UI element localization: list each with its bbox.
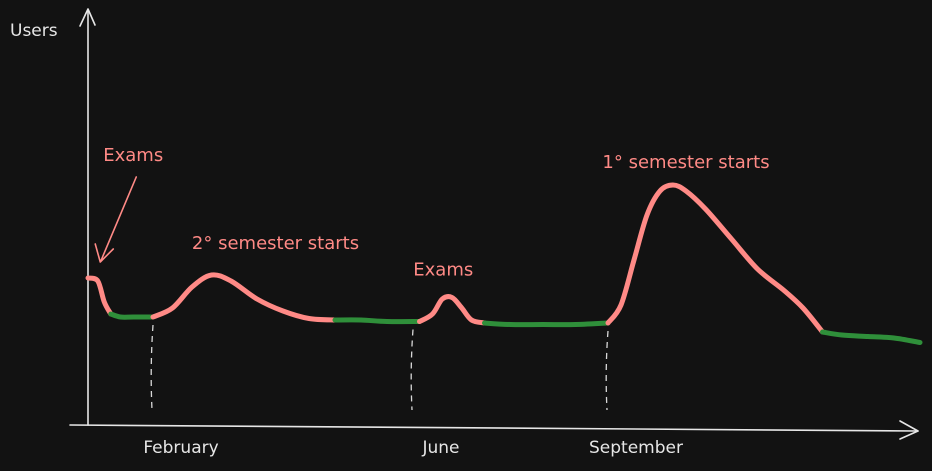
tick-guides <box>150 324 609 411</box>
x-axis-arrowhead <box>899 420 919 440</box>
annotations: Exams 2° semester starts Exams 1° semester … <box>94 145 770 281</box>
series-segment-peak <box>417 294 487 326</box>
x-tick-labels: February June September <box>143 438 683 458</box>
series-segment-normal <box>820 329 923 345</box>
x-tick-label: September <box>589 438 683 458</box>
users-series <box>85 182 923 345</box>
annotation-label: Exams <box>103 145 163 166</box>
annotation-label: 2° semester starts <box>192 233 359 254</box>
axes <box>69 8 919 440</box>
series-segment-normal <box>482 320 611 328</box>
annotation-arrow <box>94 176 138 263</box>
x-tick-label: June <box>421 438 459 458</box>
series-segment-normal <box>332 317 422 325</box>
series-segment-peak <box>150 272 338 323</box>
annotation-label: 1° semester starts <box>602 152 769 173</box>
tick-guide <box>410 329 414 411</box>
y-axis-arrowhead <box>79 8 96 27</box>
annotation-label: Exams <box>413 260 473 281</box>
series-segment-peak <box>605 182 825 335</box>
y-axis-label: Users <box>10 21 58 41</box>
x-axis-line <box>69 424 919 432</box>
x-tick-label: February <box>143 438 218 458</box>
tick-guide <box>605 330 609 411</box>
tick-guide <box>150 324 154 411</box>
series-segment-normal <box>108 311 156 320</box>
annotation-arrow-shaft <box>100 176 138 261</box>
series-segment-peak <box>85 275 114 317</box>
annotation-arrow-head <box>94 243 115 263</box>
